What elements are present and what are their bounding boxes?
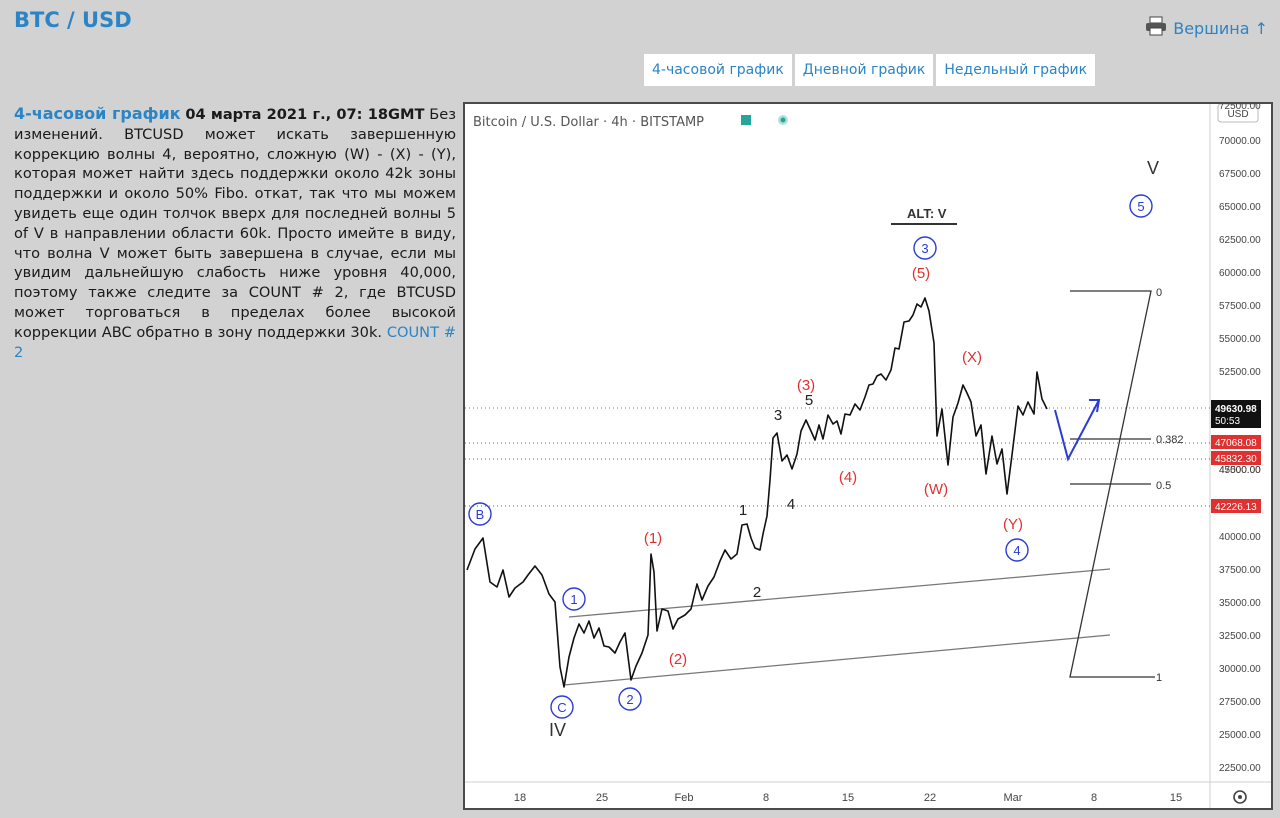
price-tag-47068: 47068.08 <box>1215 438 1257 449</box>
wave-5-circ: 5 <box>1137 199 1144 214</box>
fib-1: 1 <box>1156 672 1162 684</box>
svg-text:Mar: Mar <box>1004 792 1023 804</box>
svg-text:35000.00: 35000.00 <box>1219 598 1261 609</box>
fib-05: 0.5 <box>1156 480 1171 492</box>
article-body: Без изменений. BTCUSD может искать завер… <box>14 106 457 341</box>
svg-text:18: 18 <box>514 792 526 804</box>
tab-weekly[interactable]: Недельный график <box>936 54 1096 86</box>
top-link[interactable]: Вершина ↑ <box>1145 16 1268 40</box>
svg-text:27500.00: 27500.00 <box>1219 697 1261 708</box>
countdown-tag: 50:53 <box>1215 416 1240 427</box>
projection-path <box>1054 399 1100 462</box>
tab-daily[interactable]: Дневной график <box>794 54 934 86</box>
wave-rW: (W) <box>924 481 948 498</box>
fib-0382: 0.382 <box>1156 434 1184 446</box>
wave-B: B <box>476 507 485 522</box>
svg-text:25: 25 <box>596 792 608 804</box>
symbol-label: Bitcoin / U.S. Dollar · 4h · BITSTAMP <box>473 115 704 130</box>
svg-text:65000.00: 65000.00 <box>1219 202 1261 213</box>
wave-C: C <box>557 700 566 715</box>
wave-labels: V IV ALT: V B C 1 2 3 4 5 (1) (2) (3) <box>468 158 1184 740</box>
wave-4-circ: 4 <box>1013 543 1020 558</box>
svg-text:8: 8 <box>1091 792 1097 804</box>
wave-rY: (Y) <box>1003 516 1023 533</box>
svg-text:47500.00: 47500.00 <box>1219 465 1261 476</box>
price-line <box>466 297 1048 688</box>
svg-text:Feb: Feb <box>675 792 694 804</box>
x-axis: 18 25 Feb 8 15 22 Mar 8 15 <box>514 792 1182 804</box>
svg-text:55000.00: 55000.00 <box>1219 334 1261 345</box>
wave-b3: 3 <box>774 407 782 424</box>
svg-text:60000.00: 60000.00 <box>1219 268 1261 279</box>
svg-text:8: 8 <box>763 792 769 804</box>
svg-text:62500.00: 62500.00 <box>1219 235 1261 246</box>
wave-r5: (5) <box>912 265 930 282</box>
wave-b2: 2 <box>753 584 761 601</box>
price-tag-45832: 45832.30 <box>1215 454 1257 465</box>
last-price-tag: 49630.98 <box>1215 404 1257 415</box>
wave-b4: 4 <box>787 496 795 513</box>
wave-r4: (4) <box>839 469 857 486</box>
svg-text:52500.00: 52500.00 <box>1219 367 1261 378</box>
y-axis: USD 72500.00 70000.00 67500.00 65000.00 … <box>1211 104 1261 774</box>
svg-text:72500.00: 72500.00 <box>1219 104 1261 112</box>
article-date: 04 марта 2021 г., 07: 18GMT <box>185 106 425 123</box>
wave-1-circ: 1 <box>570 592 577 607</box>
wave-rX: (X) <box>962 349 982 366</box>
wave-2-circ: 2 <box>626 692 633 707</box>
svg-text:70000.00: 70000.00 <box>1219 136 1261 147</box>
wave-r2: (2) <box>669 651 687 668</box>
svg-text:67500.00: 67500.00 <box>1219 169 1261 180</box>
wave-r1: (1) <box>644 530 662 547</box>
plot-area <box>465 104 1271 808</box>
top-link-label[interactable]: Вершина ↑ <box>1173 18 1268 38</box>
channel-upper <box>568 568 1111 618</box>
count-2-link[interactable]: COUNT # 2 <box>14 323 456 361</box>
btc-chart[interactable]: Bitcoin / U.S. Dollar · 4h · BITSTAMP V … <box>463 102 1273 810</box>
svg-text:40000.00: 40000.00 <box>1219 532 1261 543</box>
article-lead-link[interactable]: 4-часовой график <box>14 104 181 123</box>
wave-alt: ALT: V <box>907 206 947 221</box>
svg-text:32500.00: 32500.00 <box>1219 631 1261 642</box>
printer-icon[interactable] <box>1145 16 1167 40</box>
wave-r3: (3) <box>797 377 815 394</box>
analysis-text: 4-часовой график 04 марта 2021 г., 07: 1… <box>14 104 456 362</box>
channel-lower <box>563 634 1111 686</box>
svg-text:25000.00: 25000.00 <box>1219 730 1261 741</box>
svg-text:15: 15 <box>1170 792 1182 804</box>
svg-text:22: 22 <box>924 792 936 804</box>
chart-header: Bitcoin / U.S. Dollar · 4h · BITSTAMP <box>473 115 788 130</box>
wave-3-circ: 3 <box>921 241 928 256</box>
wave-V: V <box>1147 158 1159 178</box>
price-tag-42226: 42226.13 <box>1215 502 1257 513</box>
svg-text:45000.00: 45000.00 <box>1219 465 1261 476</box>
svg-text:57500.00: 57500.00 <box>1219 301 1261 312</box>
wave-IV: IV <box>549 720 566 740</box>
tab-4h[interactable]: 4-часовой график <box>644 54 792 86</box>
svg-text:22500.00: 22500.00 <box>1219 763 1261 774</box>
chart-tabs: 4-часовой график Дневной график Недельны… <box>644 54 1096 86</box>
currency-label: USD <box>1227 109 1248 120</box>
settings-gear-icon[interactable] <box>1233 790 1247 804</box>
fib-0: 0 <box>1156 287 1162 299</box>
page-title: BTC / USD <box>14 8 132 32</box>
wave-b1: 1 <box>739 502 747 519</box>
svg-text:37500.00: 37500.00 <box>1219 565 1261 576</box>
svg-text:30000.00: 30000.00 <box>1219 664 1261 675</box>
svg-text:15: 15 <box>842 792 854 804</box>
wave-b5: 5 <box>805 392 813 409</box>
